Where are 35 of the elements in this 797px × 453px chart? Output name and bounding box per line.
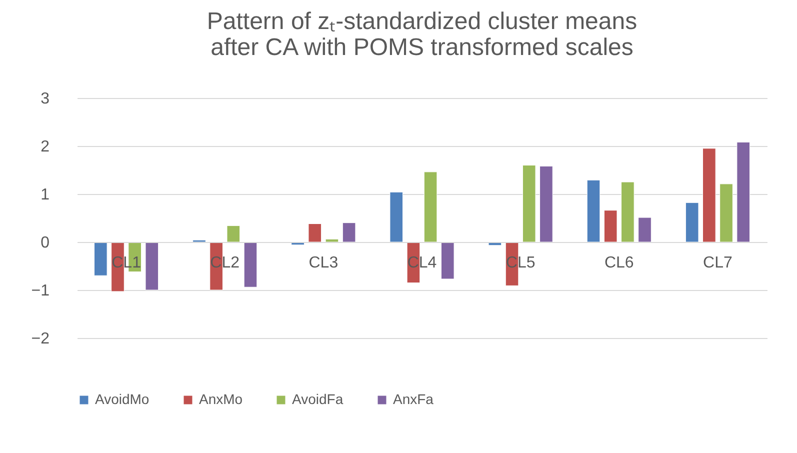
bar <box>342 222 356 242</box>
chart-title: Pattern of zₜ-standardized cluster means after CA with POMS transformed scales <box>206 8 638 61</box>
bar <box>685 202 699 242</box>
y-tick-label: −2 <box>31 330 50 348</box>
legend-label: AvoidFa <box>292 391 344 407</box>
bar <box>621 182 634 242</box>
bar <box>586 180 600 242</box>
y-tick-label: −1 <box>31 282 50 300</box>
bar <box>325 238 339 242</box>
bar <box>702 148 716 242</box>
bar <box>540 166 553 242</box>
bar <box>94 242 108 276</box>
bar <box>424 172 438 242</box>
y-tick-label: 1 <box>40 186 50 204</box>
legend-label: AvoidMo <box>95 391 150 407</box>
x-tick-label: CL3 <box>308 254 338 272</box>
bar <box>440 242 454 280</box>
bar <box>308 224 322 242</box>
x-tick-label: CL7 <box>703 254 732 272</box>
bar <box>736 142 750 242</box>
y-tick-label: 0 <box>40 234 50 252</box>
legend-label: AnxMo <box>199 391 243 407</box>
bar <box>226 225 240 242</box>
legend-label: AnxFa <box>393 391 434 407</box>
x-tick-label: CL1 <box>112 254 142 272</box>
bar <box>522 164 536 242</box>
bar <box>145 242 159 290</box>
bar <box>720 184 733 242</box>
bar <box>638 217 652 242</box>
bar <box>390 192 404 242</box>
x-tick-label: CL6 <box>604 254 634 272</box>
y-tick-label: 2 <box>40 138 50 156</box>
y-tick-label: 3 <box>40 90 50 108</box>
bar <box>244 242 258 288</box>
bar <box>604 210 618 242</box>
